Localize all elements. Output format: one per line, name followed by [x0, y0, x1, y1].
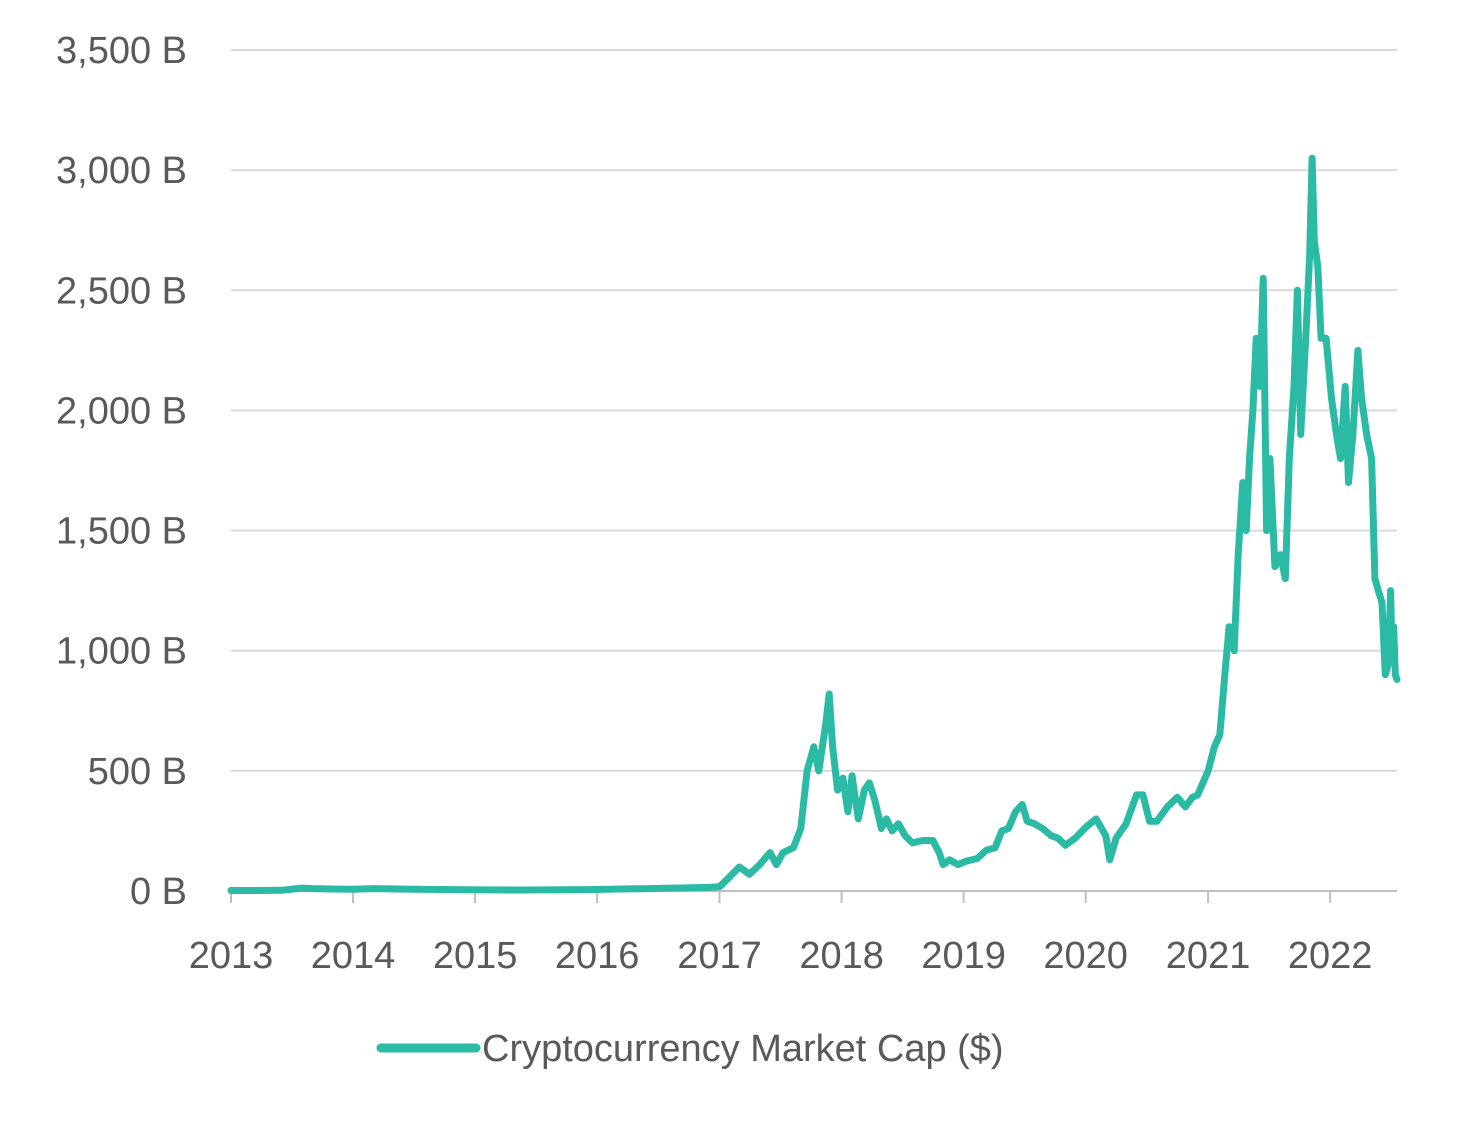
- y-tick-label: 2,500 B: [56, 270, 187, 312]
- x-tick-label: 2015: [433, 935, 518, 977]
- legend: Cryptocurrency Market Cap ($): [376, 1028, 1004, 1070]
- x-tick-label: 2019: [921, 935, 1006, 977]
- y-axis: 0 B 500 B 1,000 B 1,500 B 2,000 B 2,500 B 3,00…: [56, 30, 187, 913]
- y-tick-label: 500 B: [88, 751, 187, 793]
- x-tick-label: 2021: [1166, 935, 1251, 977]
- x-tick-label: 2018: [799, 935, 884, 977]
- x-axis: 2013 2014 2015 2016 2017 2018 2019 2020 2021 2022: [189, 891, 1373, 977]
- y-tick-label: 1,500 B: [56, 511, 187, 553]
- gridlines: [231, 49, 1397, 772]
- legend-label: Cryptocurrency Market Cap ($): [482, 1028, 1004, 1070]
- y-tick-label: 3,000 B: [56, 150, 187, 192]
- x-tick-label: 2016: [555, 935, 640, 977]
- y-tick-label: 3,500 B: [56, 30, 187, 72]
- x-tick-label: 2014: [311, 935, 396, 977]
- x-tick-label: 2020: [1043, 935, 1128, 977]
- x-tick-label: 2022: [1288, 935, 1373, 977]
- series-layer: [227, 154, 1401, 894]
- y-tick-label: 2,000 B: [56, 390, 187, 432]
- y-tick-label: 0 B: [130, 871, 187, 913]
- x-tick-label: 2013: [189, 935, 274, 977]
- y-tick-label: 1,000 B: [56, 631, 187, 673]
- series-line-market-cap: [227, 154, 1401, 894]
- x-tick-label: 2017: [677, 935, 762, 977]
